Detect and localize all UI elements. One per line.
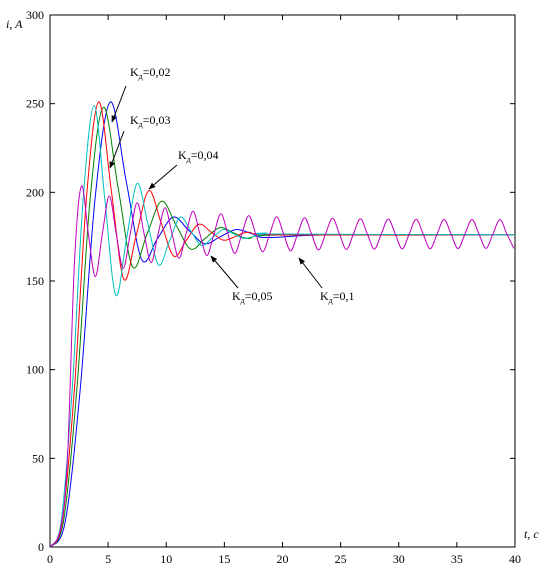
y-tick-label: 250 [26,97,44,111]
annotation-symbol: K [178,148,187,162]
annotation-subscript: д [139,120,143,129]
annotation-arrow [210,255,239,289]
annotation: Kд=0,02 [130,65,171,81]
x-tick-label: 10 [160,552,172,566]
annotation-arrow [109,130,125,169]
annotation-subscript: д [241,296,245,305]
annotation: Kд=0,1 [320,289,355,305]
x-tick-label: 25 [335,552,347,566]
annotation-subscript: д [187,155,191,164]
y-tick-label: 200 [26,185,44,199]
series-line [49,101,516,548]
y-axis-label: i, A [6,17,23,31]
annotation-value: =0,02 [143,65,171,79]
x-tick-label: 40 [509,552,521,566]
y-tick-label: 0 [38,540,44,554]
annotation-symbol: K [130,113,139,127]
annotation-arrow [111,85,127,123]
y-tick-label: 300 [26,8,44,22]
x-tick-label: 20 [277,552,289,566]
annotation-value: =0,05 [245,289,273,303]
plot-frame [49,14,516,548]
annotation-subscript: д [139,72,143,81]
annotation-arrow [298,257,323,289]
x-tick-label: 35 [451,552,463,566]
annotation: Kд=0,05 [232,289,273,305]
annotation-value: =0,1 [333,289,355,303]
annotation-value: =0,03 [143,113,171,127]
x-tick-label: 30 [393,552,405,566]
series-line [49,104,516,548]
annotation-symbol: K [130,65,139,79]
x-axis-label: t, c [524,527,539,541]
y-tick-label: 50 [32,451,44,465]
y-tick-label: 150 [26,274,44,288]
x-tick-label: 0 [47,552,53,566]
annotation-symbol: K [320,289,329,303]
x-tick-label: 5 [105,552,111,566]
x-tick-label: 15 [218,552,230,566]
annotation-value: =0,04 [191,148,219,162]
annotation: Kд=0,03 [130,113,171,129]
annotation-symbol: K [232,289,241,303]
series-line [49,185,515,548]
annotation-subscript: д [329,296,333,305]
annotation: Kд=0,04 [178,148,219,164]
y-tick-label: 100 [26,363,44,377]
annotation-arrow [148,164,178,190]
